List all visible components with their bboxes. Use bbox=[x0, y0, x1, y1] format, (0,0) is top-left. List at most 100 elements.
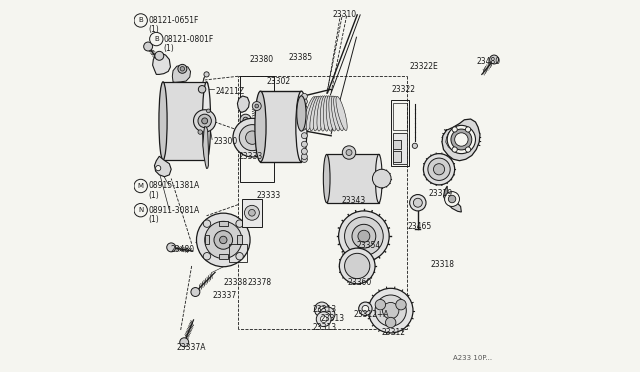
Circle shape bbox=[358, 302, 372, 315]
Text: (1): (1) bbox=[164, 44, 175, 53]
Ellipse shape bbox=[320, 96, 327, 131]
Bar bbox=[242, 199, 262, 227]
Text: 23354: 23354 bbox=[356, 241, 381, 250]
Polygon shape bbox=[237, 235, 242, 244]
Text: 23312: 23312 bbox=[381, 328, 405, 337]
Text: 08911-3081A: 08911-3081A bbox=[148, 206, 200, 215]
Circle shape bbox=[452, 127, 457, 132]
Circle shape bbox=[412, 143, 417, 148]
Text: 23319: 23319 bbox=[429, 189, 452, 198]
Polygon shape bbox=[326, 154, 379, 203]
Text: 23343: 23343 bbox=[342, 196, 366, 205]
Circle shape bbox=[198, 130, 202, 134]
Circle shape bbox=[198, 86, 206, 93]
Circle shape bbox=[180, 67, 184, 71]
Ellipse shape bbox=[310, 96, 320, 131]
Ellipse shape bbox=[306, 96, 317, 131]
Ellipse shape bbox=[332, 96, 340, 131]
Text: 23385: 23385 bbox=[289, 53, 312, 62]
Text: A233 10P...: A233 10P... bbox=[453, 355, 492, 361]
Circle shape bbox=[344, 253, 370, 279]
Bar bbox=[392, 151, 401, 162]
Text: B: B bbox=[138, 17, 143, 23]
Circle shape bbox=[301, 154, 307, 160]
Circle shape bbox=[204, 220, 211, 227]
Circle shape bbox=[301, 148, 307, 154]
Ellipse shape bbox=[317, 96, 324, 131]
Circle shape bbox=[134, 179, 147, 193]
Polygon shape bbox=[154, 156, 172, 177]
Circle shape bbox=[314, 302, 330, 317]
Circle shape bbox=[339, 211, 389, 262]
Text: 24211Z: 24211Z bbox=[216, 87, 245, 96]
Circle shape bbox=[150, 32, 163, 46]
Polygon shape bbox=[442, 119, 480, 161]
Circle shape bbox=[352, 224, 376, 248]
Ellipse shape bbox=[376, 154, 382, 203]
Text: 23480: 23480 bbox=[170, 245, 195, 254]
Circle shape bbox=[445, 192, 460, 206]
Polygon shape bbox=[445, 126, 474, 153]
Text: 23300: 23300 bbox=[214, 137, 238, 146]
Text: 23337A: 23337A bbox=[177, 343, 206, 352]
Circle shape bbox=[301, 124, 307, 129]
Text: 23360: 23360 bbox=[348, 278, 372, 287]
Ellipse shape bbox=[323, 96, 330, 131]
Text: (1): (1) bbox=[148, 191, 159, 200]
Circle shape bbox=[465, 147, 470, 152]
Circle shape bbox=[396, 299, 406, 310]
Ellipse shape bbox=[329, 96, 337, 131]
Ellipse shape bbox=[202, 82, 211, 160]
Circle shape bbox=[301, 99, 307, 105]
Circle shape bbox=[240, 114, 251, 125]
Circle shape bbox=[449, 195, 456, 203]
Circle shape bbox=[346, 150, 352, 155]
Ellipse shape bbox=[333, 96, 344, 131]
Circle shape bbox=[233, 118, 271, 157]
Polygon shape bbox=[163, 82, 207, 160]
Text: 23313: 23313 bbox=[312, 305, 337, 314]
Bar bbox=[229, 244, 248, 262]
Polygon shape bbox=[219, 254, 228, 259]
Circle shape bbox=[362, 305, 369, 312]
Ellipse shape bbox=[323, 154, 330, 203]
Circle shape bbox=[255, 104, 259, 108]
Circle shape bbox=[490, 55, 499, 64]
Circle shape bbox=[433, 164, 445, 175]
Polygon shape bbox=[260, 91, 301, 162]
Text: (1): (1) bbox=[148, 215, 159, 224]
Circle shape bbox=[339, 248, 375, 284]
Circle shape bbox=[246, 131, 259, 144]
Circle shape bbox=[465, 127, 470, 132]
Polygon shape bbox=[219, 221, 228, 226]
Polygon shape bbox=[172, 65, 191, 82]
Bar bbox=[394, 133, 408, 164]
Bar bbox=[392, 100, 410, 166]
Text: 23322: 23322 bbox=[392, 85, 416, 94]
Text: 08121-0801F: 08121-0801F bbox=[164, 35, 214, 44]
Bar bbox=[392, 140, 401, 149]
Text: 23322E: 23322E bbox=[410, 62, 438, 71]
Polygon shape bbox=[205, 235, 209, 244]
Circle shape bbox=[452, 147, 457, 152]
Circle shape bbox=[207, 109, 211, 113]
Polygon shape bbox=[237, 96, 250, 112]
Circle shape bbox=[385, 317, 396, 328]
Text: 23380: 23380 bbox=[250, 55, 273, 64]
Text: 23378: 23378 bbox=[248, 278, 271, 287]
Circle shape bbox=[410, 195, 426, 211]
Bar bbox=[394, 103, 408, 130]
Circle shape bbox=[239, 125, 266, 151]
Text: M: M bbox=[138, 183, 144, 189]
Text: 23318: 23318 bbox=[431, 260, 454, 269]
Circle shape bbox=[301, 133, 307, 139]
Circle shape bbox=[375, 299, 385, 310]
Ellipse shape bbox=[297, 96, 306, 131]
Text: 23302: 23302 bbox=[266, 77, 290, 86]
Circle shape bbox=[143, 42, 152, 51]
Text: 08121-0651F: 08121-0651F bbox=[148, 16, 198, 25]
Text: 23312+A: 23312+A bbox=[353, 310, 389, 319]
Text: B: B bbox=[154, 36, 159, 42]
Circle shape bbox=[204, 253, 211, 260]
Text: 23480: 23480 bbox=[476, 57, 500, 66]
